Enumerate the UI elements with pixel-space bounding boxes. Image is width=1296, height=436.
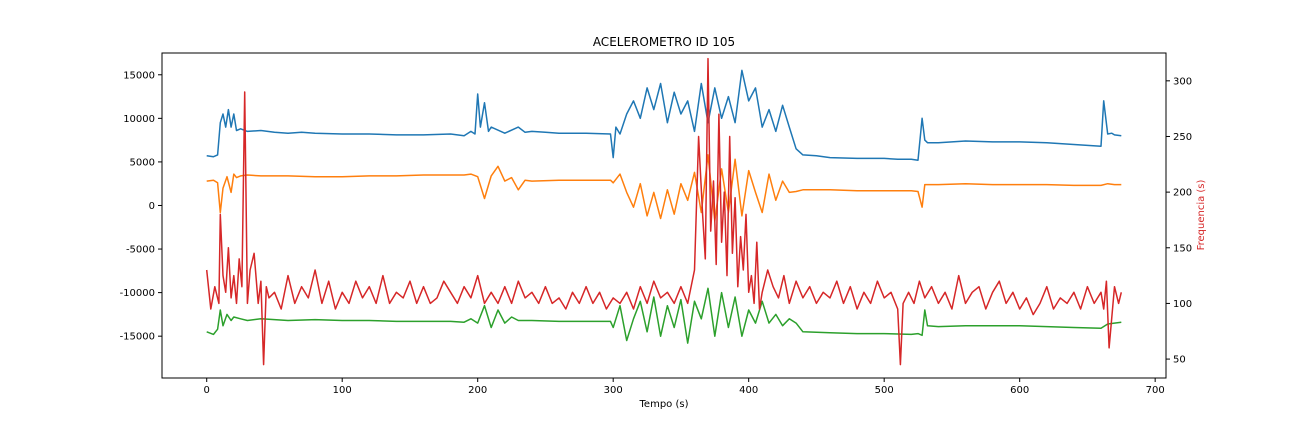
x-tick-label: 700 — [1146, 385, 1165, 396]
y2-tick-label: 200 — [1173, 188, 1192, 199]
series-line-4 — [205, 57, 1123, 366]
series-line-3 — [206, 287, 1122, 344]
y2-tick-label: 100 — [1173, 299, 1192, 310]
x-tick-label: 600 — [1010, 385, 1029, 396]
y-tick-label: -15000 — [120, 332, 155, 343]
series-layer — [205, 57, 1123, 366]
y2-tick-label: 300 — [1173, 76, 1192, 87]
series-line-2 — [206, 154, 1122, 222]
y-tick-label: -5000 — [126, 245, 155, 256]
axes-layer: 0 100 200 300 400 500 600 700 -15000 -10000 -5000 0… — [120, 52, 1192, 396]
series-line-1 — [206, 69, 1122, 161]
y-tick-label: -10000 — [120, 288, 155, 299]
x-tick-label: 500 — [875, 385, 894, 396]
x-tick-label: 400 — [739, 385, 758, 396]
x-tick-label: 100 — [333, 385, 352, 396]
y2-axis-label: Frequencia (s) — [1196, 179, 1207, 250]
chart-title: ACELEROMETRO ID 105 — [593, 35, 735, 49]
y-tick-label: 0 — [149, 201, 155, 212]
x-tick-label: 300 — [604, 385, 623, 396]
x-axis-label: Tempo (s) — [639, 399, 689, 410]
x-tick-label: 200 — [468, 385, 487, 396]
plot-frame — [161, 52, 1167, 379]
x-tick-label: 0 — [204, 385, 210, 396]
y-tick-label: 5000 — [130, 157, 155, 168]
y-tick-label: 15000 — [123, 70, 155, 81]
y2-tick-label: 50 — [1173, 355, 1186, 366]
y-tick-label: 10000 — [123, 114, 155, 125]
y2-tick-label: 150 — [1173, 243, 1192, 254]
y2-tick-label: 250 — [1173, 132, 1192, 143]
